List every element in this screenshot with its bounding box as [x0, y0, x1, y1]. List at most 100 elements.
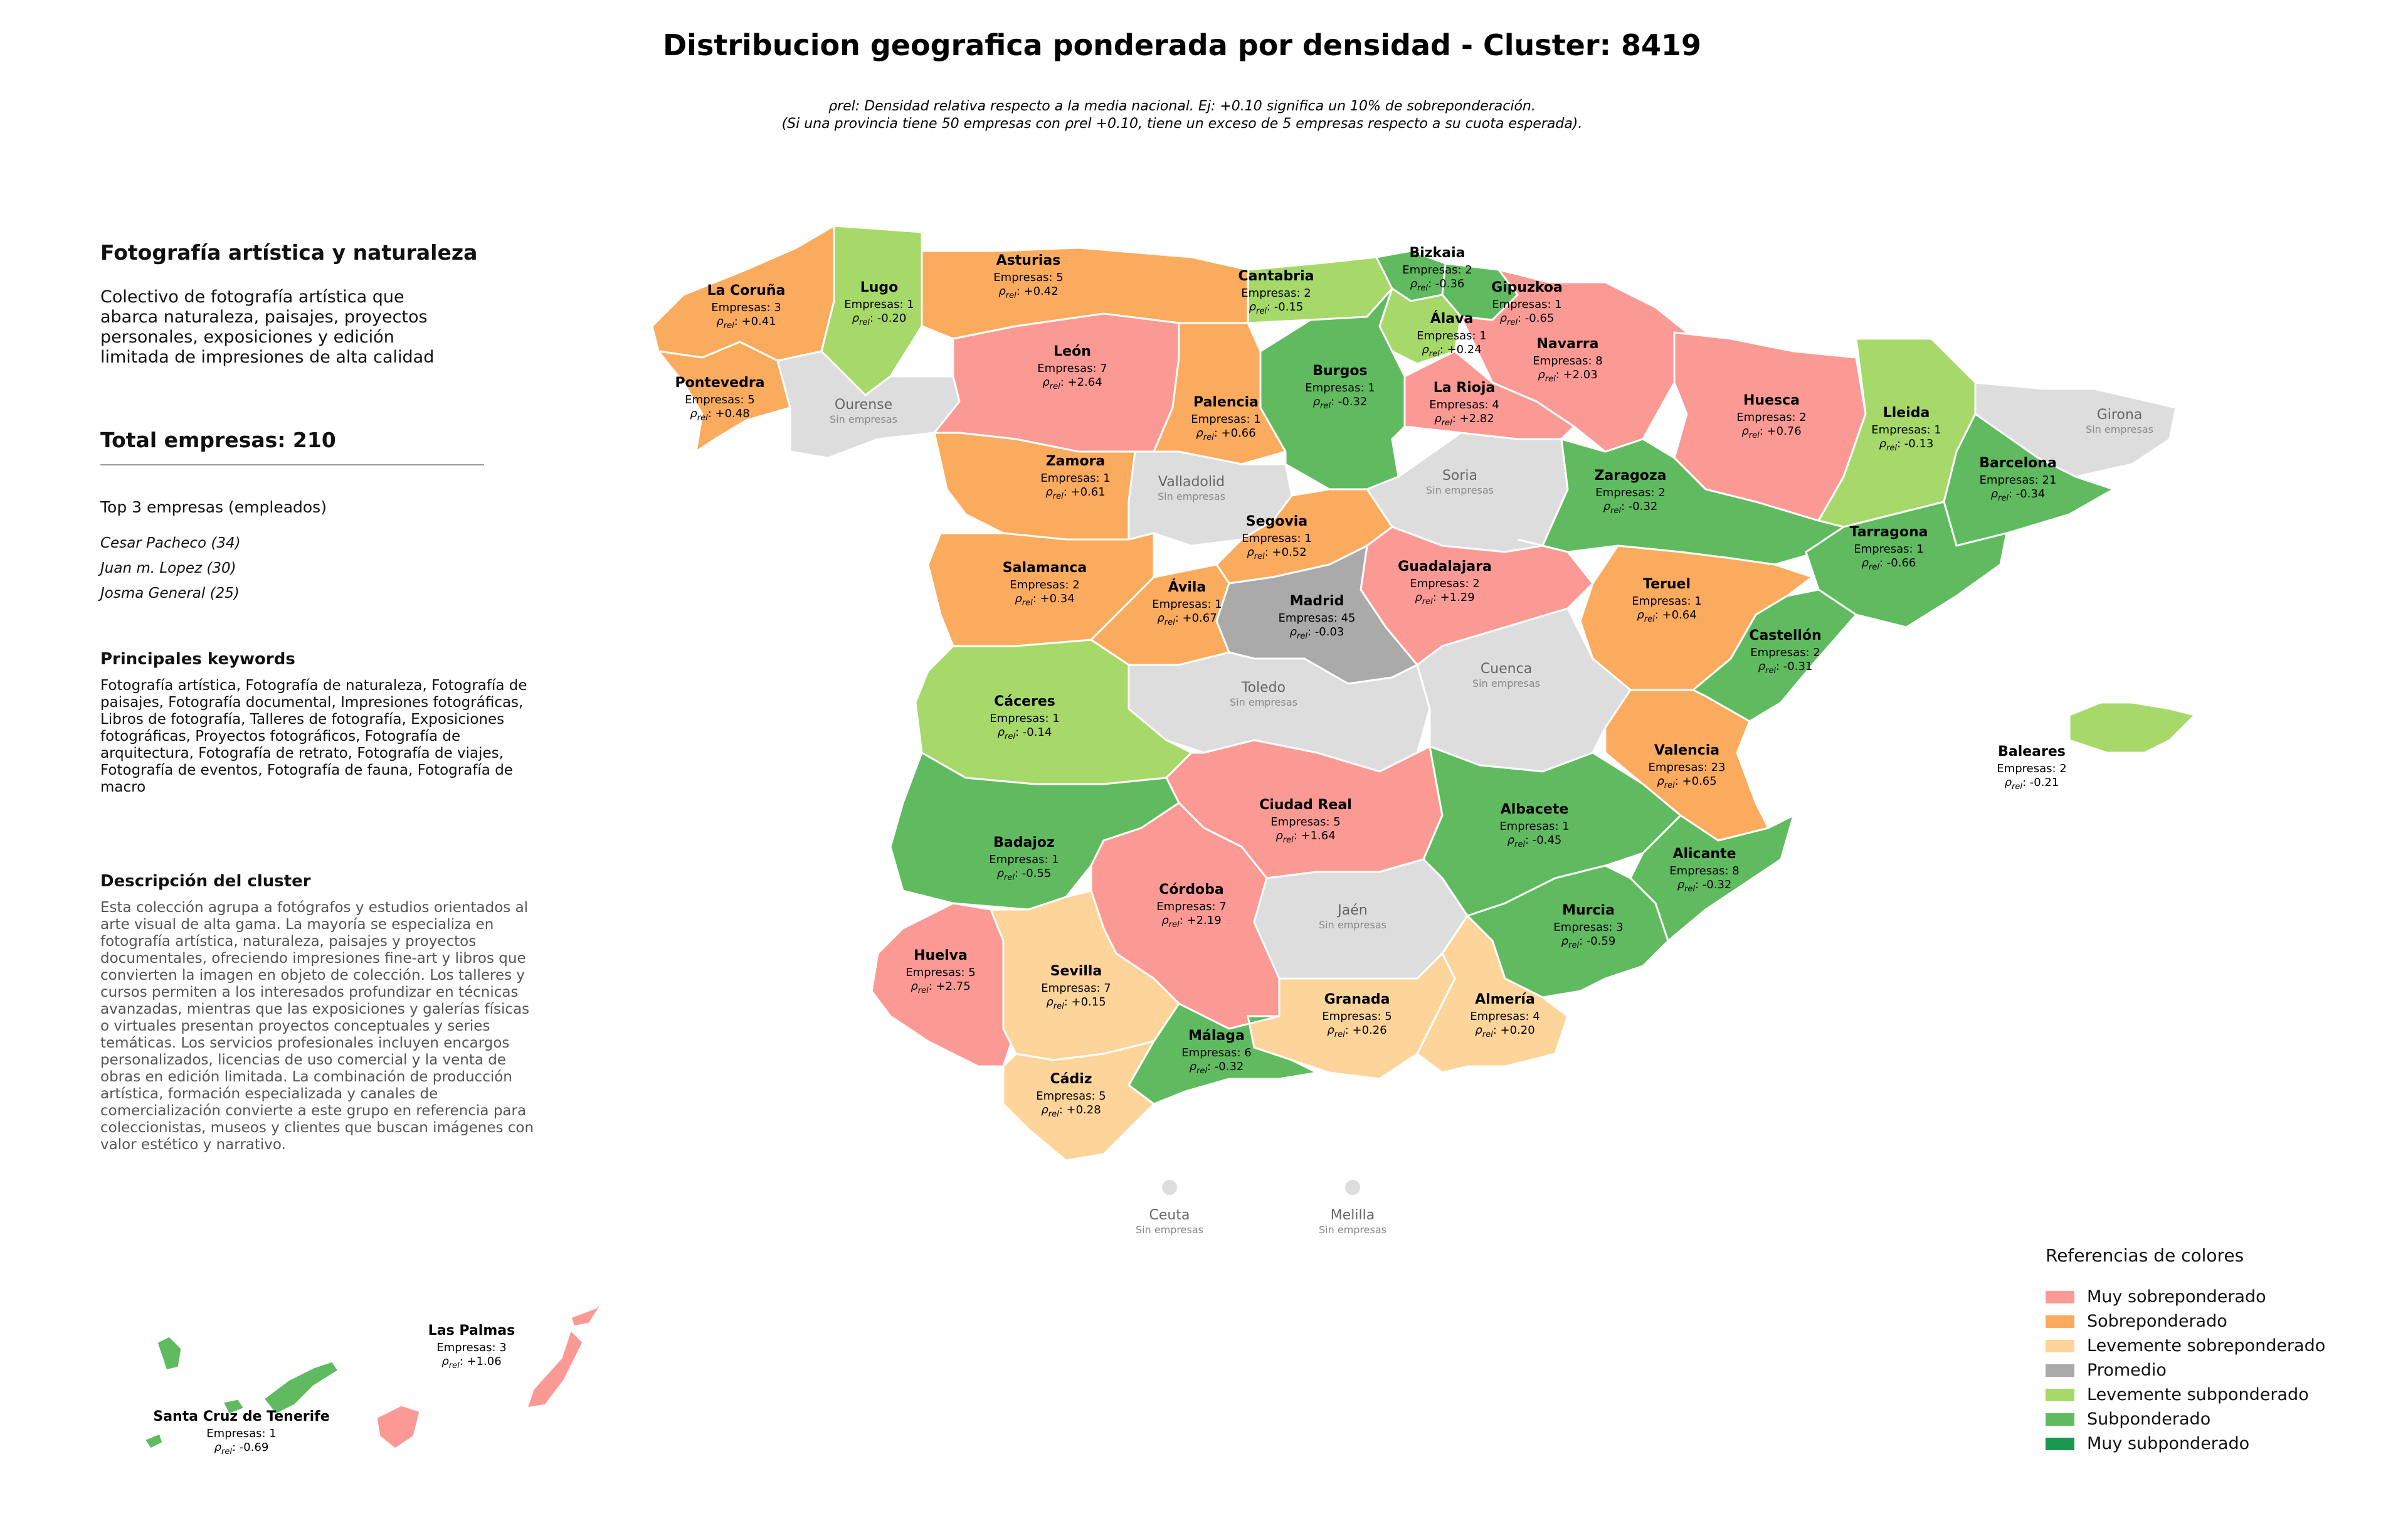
province-shape-zaragoza [1517, 437, 1846, 566]
province-no-companies-jaen: Sin empresas [1319, 919, 1386, 931]
province-name-santa-cruz-de-tenerife: Santa Cruz de Tenerife [153, 1409, 329, 1425]
province-companies-granada: Empresas: 5 [1322, 1010, 1391, 1023]
province-rho-baleares: ρrel: -0.21 [2005, 776, 2059, 792]
keywords-list: Fotografía artística, Fotografía de natu… [100, 677, 527, 795]
province-name-soria: Soria [1442, 468, 1477, 484]
province-companies-tarragona: Empresas: 1 [1854, 543, 1923, 556]
province-name-malaga: Málaga [1188, 1028, 1245, 1044]
province-companies-la-rioja: Empresas: 4 [1429, 398, 1499, 411]
province-companies-guadalajara: Empresas: 2 [1410, 577, 1479, 590]
province-name-granada: Granada [1324, 992, 1390, 1007]
province-rho-almeria: ρrel: +0.20 [1475, 1024, 1534, 1039]
province-rho-la-coruna: ρrel: +0.41 [716, 315, 776, 331]
top-company-item: Juan m. Lopez (30) [100, 560, 236, 576]
province-name-pontevedra: Pontevedra [675, 375, 764, 391]
color-legend: Referencias de colores Muy sobreponderad… [2046, 1245, 2372, 1456]
legend-label: Levemente subponderado [2087, 1385, 2309, 1404]
province-name-cadiz: Cádiz [1050, 1071, 1092, 1087]
province-rho-salamanca: ρrel: +0.34 [1015, 592, 1074, 608]
top-company-item: Cesar Pacheco (34) [100, 535, 241, 551]
province-companies-teruel: Empresas: 1 [1632, 595, 1701, 608]
province-companies-zamora: Empresas: 1 [1040, 472, 1110, 485]
top-companies-section: Top 3 empresas (empleados) Cesar Pacheco… [100, 498, 552, 610]
province-companies-cadiz: Empresas: 5 [1036, 1090, 1106, 1103]
province-rho-valencia: ρrel: +0.65 [1657, 775, 1716, 790]
province-rho-pontevedra: ρrel: +0.48 [690, 407, 749, 423]
province-name-madrid: Madrid [1290, 593, 1344, 609]
province-name-bizkaia: Bizkaia [1410, 245, 1465, 261]
province-companies-huesca: Empresas: 2 [1736, 411, 1806, 424]
province-rho-segovia: ρrel: +0.52 [1247, 546, 1306, 561]
province-shape-melilla [1345, 1180, 1360, 1195]
province-rho-gipuzkoa: ρrel: -0.65 [1500, 312, 1555, 327]
province-name-ciudad-real: Ciudad Real [1259, 797, 1352, 813]
province-rho-las-palmas: ρrel: +1.06 [441, 1355, 501, 1371]
province-shape-baleares [2068, 701, 2197, 754]
description-text: Esta colección agrupa a fotógrafos y est… [100, 899, 534, 1153]
province-rho-lleida: ρrel: -0.13 [1879, 437, 1934, 453]
province-name-sevilla: Sevilla [1050, 963, 1102, 979]
province-shape-ceuta [1162, 1180, 1177, 1195]
province-name-ourense: Ourense [835, 397, 892, 413]
legend-swatch [2046, 1339, 2074, 1352]
province-rho-cadiz: ρrel: +0.28 [1041, 1103, 1101, 1119]
legend-item-levemente-sobreponderado: Levemente sobreponderado [2046, 1334, 2372, 1358]
province-no-companies-melilla: Sin empresas [1319, 1224, 1386, 1236]
province-rho-sevilla: ρrel: +0.15 [1046, 995, 1106, 1011]
province-name-navarra: Navarra [1537, 336, 1599, 352]
legend-swatch [2046, 1290, 2074, 1303]
province-companies-santa-cruz-de-tenerife: Empresas: 1 [206, 1427, 276, 1440]
province-rho-avila: ρrel: +0.67 [1157, 612, 1217, 627]
province-name-burgos: Burgos [1312, 363, 1367, 379]
province-name-jaen: Jaén [1336, 903, 1367, 918]
legend-label: Sobreponderado [2087, 1312, 2227, 1331]
province-companies-barcelona: Empresas: 21 [1980, 474, 2057, 487]
province-shape-santa-cruz-de-tenerife [261, 1360, 341, 1416]
province-no-companies-soria: Sin empresas [1426, 484, 1494, 496]
province-name-valencia: Valencia [1654, 743, 1719, 758]
province-companies-baleares: Empresas: 2 [1997, 762, 2066, 775]
province-companies-caceres: Empresas: 1 [990, 712, 1059, 725]
province-no-companies-girona: Sin empresas [2086, 423, 2153, 435]
legend-swatch [2046, 1413, 2074, 1426]
province-shape-la-rioja [1403, 350, 1576, 440]
province-rho-navarra: ρrel: +2.03 [1538, 368, 1597, 384]
province-companies-gipuzkoa: Empresas: 1 [1492, 298, 1561, 311]
province-companies-la-coruna: Empresas: 3 [711, 301, 781, 314]
province-shape-las-palmas [525, 1328, 584, 1409]
province-rho-castellon: ρrel: -0.31 [1758, 660, 1813, 676]
province-companies-leon: Empresas: 7 [1037, 362, 1107, 375]
province-no-companies-toledo: Sin empresas [1230, 696, 1297, 708]
province-companies-segovia: Empresas: 1 [1242, 532, 1311, 545]
province-name-cordoba: Córdoba [1159, 882, 1224, 898]
province-rho-bizkaia: ρrel: -0.36 [1410, 277, 1465, 293]
province-name-avila: Ávila [1168, 579, 1207, 595]
province-companies-cantabria: Empresas: 2 [1241, 287, 1311, 300]
legend-item-subponderado: Subponderado [2046, 1407, 2372, 1431]
province-name-lleida: Lleida [1883, 405, 1930, 421]
province-name-guadalajara: Guadalajara [1398, 559, 1492, 575]
legend-item-sobreponderado: Sobreponderado [2046, 1309, 2372, 1334]
province-shape-malaga [1127, 1002, 1320, 1105]
province-no-companies-ceuta: Sin empresas [1136, 1224, 1203, 1236]
province-name-la-rioja: La Rioja [1434, 380, 1496, 396]
province-name-cuenca: Cuenca [1481, 661, 1532, 677]
province-rho-huelva: ρrel: +2.75 [911, 980, 970, 995]
map-subtitle-line-2: (Si una provincia tiene 50 empresas con … [782, 116, 1583, 132]
province-rho-zaragoza: ρrel: -0.32 [1603, 500, 1658, 516]
province-rho-palencia: ρrel: +0.66 [1196, 427, 1255, 442]
province-name-salamanca: Salamanca [1003, 560, 1087, 576]
province-rho-granada: ρrel: +0.26 [1327, 1024, 1386, 1039]
keywords-section: Principales keywords Fotografía artístic… [100, 650, 533, 796]
province-name-baleares: Baleares [1998, 744, 2066, 760]
top-company-item: Josma General (25) [100, 585, 240, 602]
province-no-companies-ourense: Sin empresas [830, 413, 897, 425]
province-shape-almeria [1416, 914, 1569, 1074]
province-companies-burgos: Empresas: 1 [1305, 381, 1375, 395]
map-title: Distribucion geografica ponderada por de… [663, 28, 1701, 62]
province-name-melilla: Melilla [1331, 1207, 1375, 1223]
province-rho-la-rioja: ρrel: +2.82 [1434, 412, 1494, 428]
province-rho-murcia: ρrel: -0.59 [1561, 935, 1616, 950]
province-shape-burgos [1259, 288, 1406, 491]
